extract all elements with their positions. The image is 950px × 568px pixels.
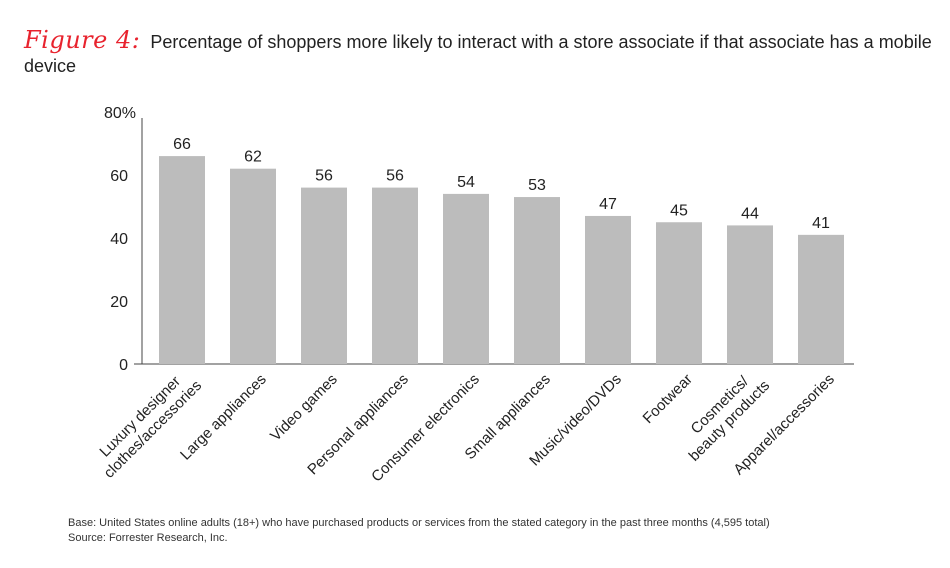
bar xyxy=(798,234,844,364)
data-label: 66 xyxy=(173,136,191,153)
data-label: 41 xyxy=(812,215,830,232)
bar-chart: 0 20 40 60 80% 66 Luxury designerclothes/acces… xyxy=(88,105,854,485)
y-tick-label: 20 xyxy=(110,294,128,311)
data-label: 45 xyxy=(670,202,688,219)
category-label-line: Footwear xyxy=(640,371,696,427)
bar xyxy=(585,215,631,364)
data-label: 56 xyxy=(386,168,404,185)
data-label: 47 xyxy=(599,196,617,213)
category-label: Footwear xyxy=(640,371,696,427)
category-label-line: Video games xyxy=(267,371,341,445)
chart-title: Percentage of shoppers more likely to in… xyxy=(24,32,932,76)
bar xyxy=(656,222,702,364)
bar xyxy=(727,225,773,364)
y-tick-label: 60 xyxy=(110,168,128,185)
bar xyxy=(230,168,276,364)
bar xyxy=(301,187,347,364)
bar xyxy=(372,187,418,364)
bar xyxy=(443,193,489,364)
data-label: 54 xyxy=(457,174,475,191)
data-label: 44 xyxy=(741,205,759,222)
y-tick-label: 80% xyxy=(104,105,136,122)
chart-notes: Base: United States online adults (18+) … xyxy=(68,516,770,546)
bar xyxy=(159,156,205,364)
base-note: Base: United States online adults (18+) … xyxy=(68,517,770,529)
data-label: 53 xyxy=(528,177,546,194)
y-tick-label: 0 xyxy=(119,357,128,374)
bar xyxy=(514,197,560,364)
data-label: 62 xyxy=(244,149,262,166)
source-note: Source: Forrester Research, Inc. xyxy=(68,532,228,544)
data-label: 56 xyxy=(315,168,333,185)
chart-title-block: Figure 4: Percentage of shoppers more lik… xyxy=(24,26,934,78)
y-tick-label: 40 xyxy=(110,231,128,248)
category-label: Video games xyxy=(267,371,341,445)
figure-label: Figure 4: xyxy=(24,26,141,54)
category-label: Luxury designerclothes/accessories xyxy=(88,364,205,481)
